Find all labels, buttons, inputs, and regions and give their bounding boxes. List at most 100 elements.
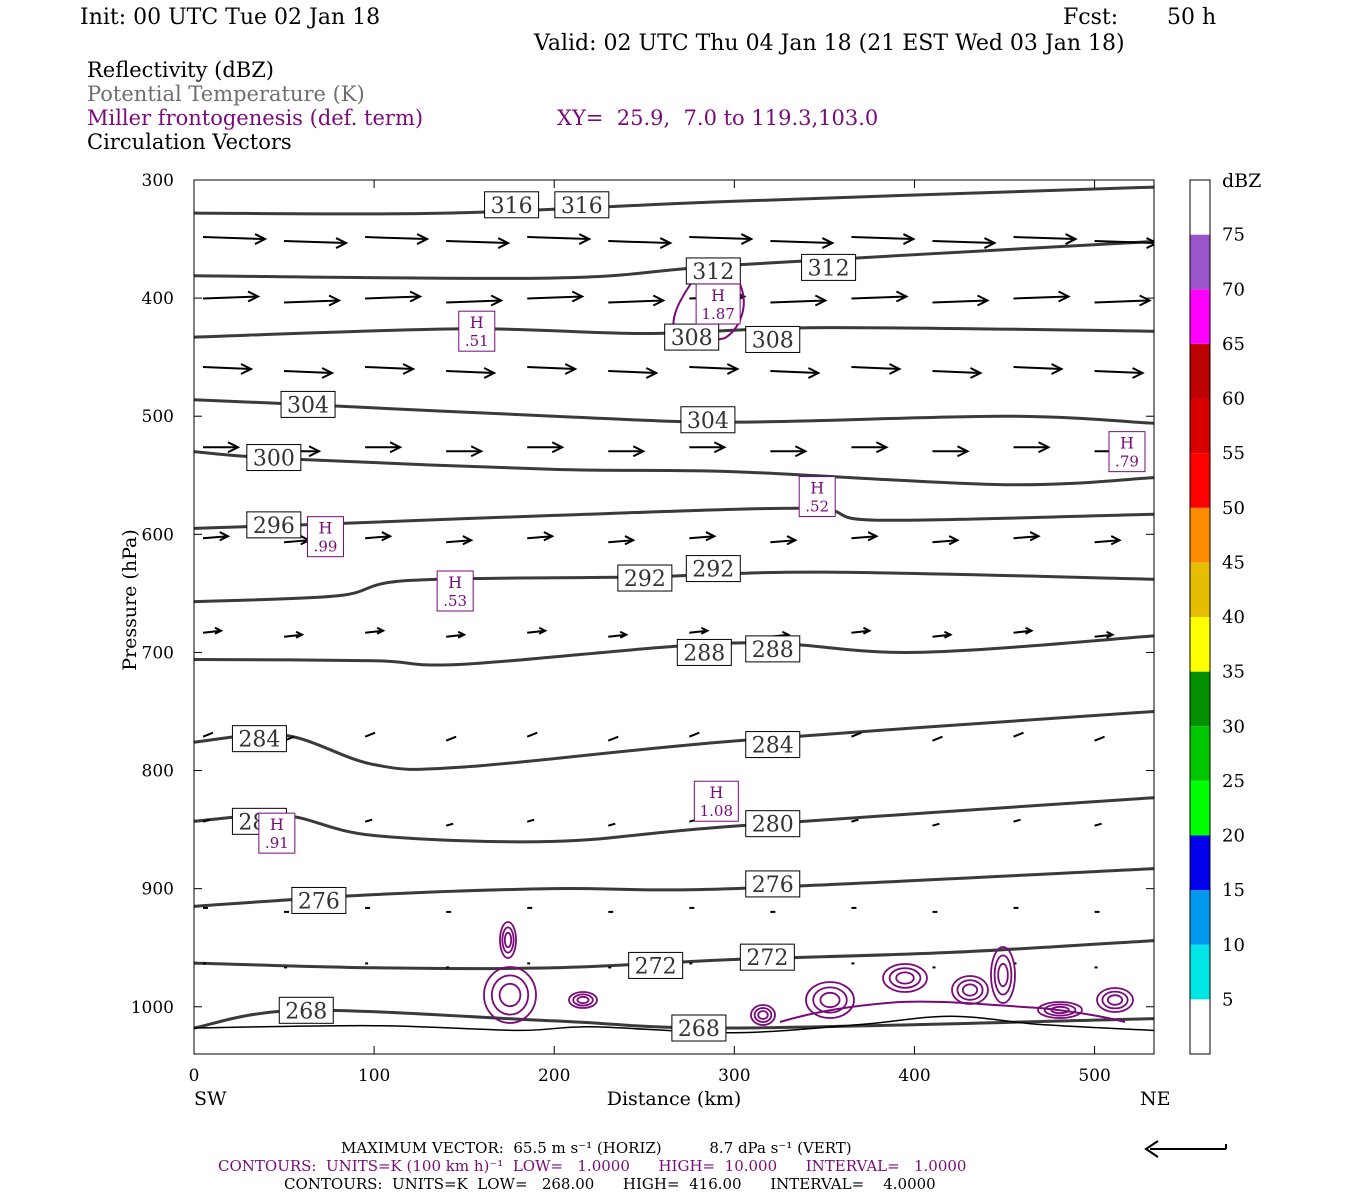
vector-arrow	[526, 818, 535, 823]
vector-arrow	[526, 731, 538, 738]
vector-arrowhead	[402, 363, 416, 375]
theta-label-272: 272	[746, 946, 788, 971]
vector-arrowhead	[1029, 531, 1041, 542]
vector-arrowhead	[227, 441, 241, 454]
x-axis-label: Distance (km)	[607, 1088, 742, 1110]
vector-arrow	[932, 539, 958, 544]
maximum-value: 1.08	[700, 802, 733, 820]
vector-arrow	[770, 299, 826, 304]
maximum-value: 1.87	[701, 305, 734, 323]
vector-arrow	[446, 240, 509, 245]
theta-label-288: 288	[752, 638, 794, 663]
vector-arrow	[689, 629, 708, 634]
vector-arrow	[1013, 629, 1032, 634]
frontogenesis-contour	[888, 967, 922, 989]
maximum-box	[695, 283, 741, 325]
vector-arrowhead	[984, 237, 997, 249]
vector-arrowhead	[632, 445, 646, 458]
theta-label-296: 296	[253, 514, 295, 539]
vector-arrowhead	[1051, 363, 1064, 375]
vector-arrowhead	[944, 630, 953, 639]
frontogenesis-contour	[819, 991, 841, 1009]
vector-arrow	[1013, 295, 1069, 300]
theta-label-316: 316	[561, 194, 603, 219]
colorbar-level-label: 75	[1222, 225, 1245, 246]
vector-arrow	[446, 369, 495, 374]
vector-arrowhead	[726, 363, 740, 375]
maximum-high-label: H	[1120, 434, 1134, 453]
axes: 300 400 500 600 700 800 900 1000 0 100 200 300 400 50…	[131, 171, 1154, 1086]
maximum-value: .53	[443, 592, 467, 610]
vector-arrow	[1013, 236, 1076, 241]
vector-arrowhead	[619, 630, 629, 639]
frontogenesis-contour	[501, 926, 515, 954]
vector-arrowhead	[490, 294, 504, 307]
vector-arrow	[932, 735, 943, 742]
vector-arrow	[689, 365, 738, 370]
colorbar-level-label: 55	[1222, 443, 1245, 464]
theta-label-276: 276	[298, 889, 340, 914]
frontogenesis-contour	[779, 1000, 1126, 1023]
theta-contour-288	[194, 634, 1154, 667]
frontogenesis-contour	[895, 971, 915, 985]
theta-label-268: 268	[678, 1017, 720, 1042]
theta-label-box	[671, 1014, 727, 1042]
vector-arrow	[283, 633, 303, 638]
colorbar-segment	[1190, 890, 1210, 945]
theta-label-box	[745, 810, 801, 838]
theta-label-268: 268	[285, 999, 327, 1024]
theta-label-box	[680, 406, 736, 434]
valid-time: Valid: 02 UTC Thu 04 Jan 18 (21 EST Wed …	[534, 31, 1125, 56]
colorbar-segment	[1190, 999, 1210, 1054]
theta-contour-308	[194, 326, 1154, 339]
colorbar-level-label: 10	[1222, 935, 1245, 956]
vector-arrowhead	[1132, 367, 1145, 379]
theta-label-308: 308	[671, 326, 713, 351]
forecast-label: Fcst:	[1063, 5, 1119, 30]
maximum-box	[798, 476, 836, 518]
vector-arrowhead	[645, 367, 659, 379]
colorbar-level-label: 25	[1222, 771, 1245, 792]
maximum-high-label: H	[810, 479, 824, 498]
vector-arrow	[1094, 735, 1105, 742]
vector-arrow	[527, 365, 576, 370]
theta-label-box	[801, 253, 857, 281]
x-tick-label: 0	[189, 1066, 200, 1086]
vector-arrowhead	[902, 233, 916, 245]
vector-arrowhead	[564, 363, 578, 375]
vector-arrowhead	[214, 626, 224, 635]
maximum-value: .79	[1115, 453, 1139, 471]
legend-theta: Potential Temperature (K)	[87, 82, 365, 106]
vector-arrow	[364, 818, 373, 823]
colorbar-segment	[1190, 671, 1210, 727]
vector-arrowhead	[462, 535, 474, 546]
vector-arrowhead	[328, 294, 342, 307]
theta-contour-300	[194, 450, 1154, 487]
theta-label-288: 288	[683, 641, 725, 666]
frontogenesis-contour	[498, 982, 522, 1008]
vector-arrowhead	[740, 233, 754, 245]
colorbar-segment	[1190, 343, 1210, 399]
vector-arrow	[932, 240, 995, 245]
vector-arrowhead	[240, 363, 254, 375]
colorbar-segment	[1190, 180, 1210, 235]
vector-arrowhead	[1110, 535, 1122, 546]
theta-label-308: 308	[752, 328, 794, 353]
vector-arrowhead	[1146, 237, 1154, 249]
vector-arrow	[365, 365, 414, 370]
vector-arrow	[1013, 365, 1062, 370]
theta-label-box	[484, 191, 540, 219]
y-tick-label: 300	[142, 171, 174, 191]
colorbar: 5 10 15 20 25 30 35 40 45 50 55 60 65 70 75	[1189, 179, 1245, 1055]
vector-arrowhead	[389, 441, 403, 454]
sw-label: SW	[194, 1088, 227, 1110]
vector-arrow	[202, 818, 211, 823]
theta-contour-292	[194, 570, 1154, 604]
colorbar-unit: dBZ	[1222, 170, 1261, 192]
vector-arrowhead	[794, 445, 808, 458]
vector-arrow	[202, 365, 252, 370]
theta-label-box	[745, 635, 801, 663]
theta-label-box	[231, 725, 287, 753]
colorbar-level-label: 60	[1222, 389, 1245, 410]
